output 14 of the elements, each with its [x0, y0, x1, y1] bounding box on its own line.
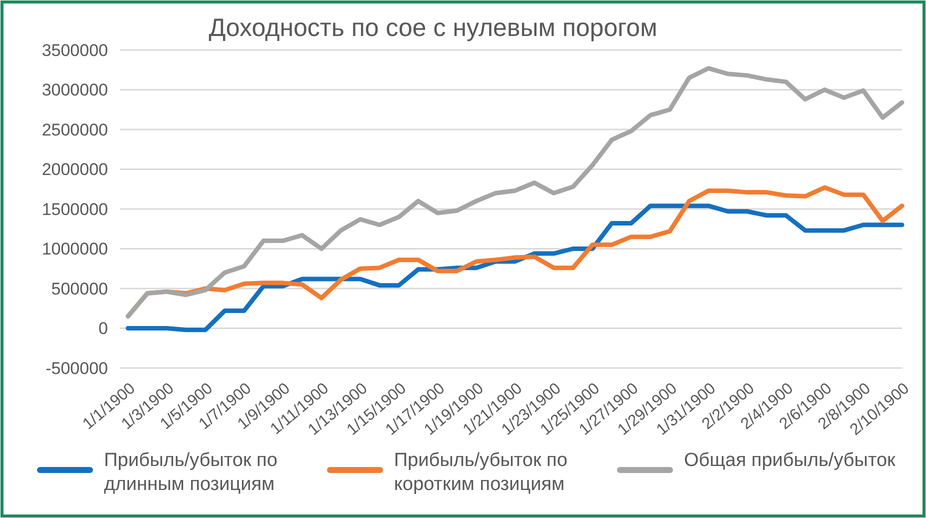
legend-label: Общая прибыль/убыток	[684, 450, 896, 471]
y-tick-label: 1000000	[42, 240, 108, 259]
line-series	[126, 66, 904, 319]
y-tick-label: -500000	[46, 358, 108, 378]
y-tick-label: 1500000	[42, 200, 108, 219]
y-tick-label: 3000000	[42, 80, 108, 100]
legend-label: Прибыль/убыток по длинным позициям	[104, 450, 278, 495]
chart-title: Доходность по сое с нулевым порогом	[208, 14, 658, 42]
y-tick-label: 2000000	[42, 160, 108, 180]
y-tick-label: 2500000	[42, 120, 108, 140]
y-tick-label: 0	[98, 319, 108, 338]
y-tick-label: 500000	[51, 279, 108, 298]
y-tick-label: 3500000	[42, 40, 108, 60]
legend-label: Прибыль/убыток по коротким позициям	[394, 450, 568, 495]
